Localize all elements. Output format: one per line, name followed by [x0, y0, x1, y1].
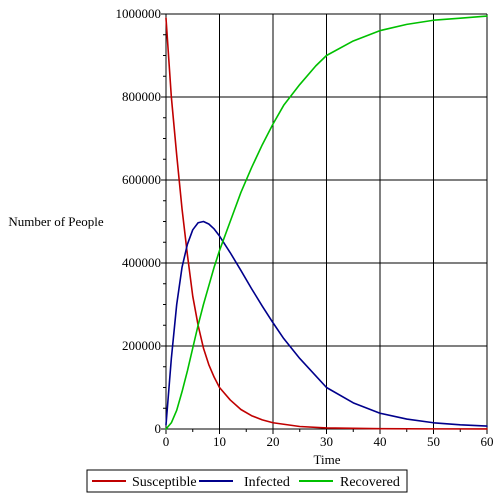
x-tick-label: 0: [163, 434, 170, 449]
y-axis-label: Number of People: [8, 214, 104, 229]
legend-box: [86, 469, 408, 493]
y-tick-label: 400000: [122, 255, 161, 270]
x-tick-label: 50: [427, 434, 440, 449]
y-tick-labels: 0 200000 400000 600000 800000 1000000: [116, 6, 162, 436]
series-line-susceptible: [165, 17, 488, 430]
x-tick-labels: 0 10 20 30 40 50 60: [163, 434, 494, 449]
x-tick-label: 40: [374, 434, 387, 449]
series-line-infected: [165, 220, 488, 427]
y-tick-label: 800000: [122, 89, 161, 104]
series-line-recovered: [165, 15, 488, 430]
x-tick-label: 30: [320, 434, 333, 449]
y-tick-label: 200000: [122, 338, 161, 353]
legend-label-infected: Infected: [244, 475, 290, 490]
series-lines: [165, 15, 488, 430]
x-tick-label: 10: [213, 434, 226, 449]
legend-label-recovered: Recovered: [340, 475, 400, 490]
grid-lines: [166, 13, 488, 429]
x-axis-label: Time: [314, 452, 341, 467]
x-tick-label: 60: [481, 434, 494, 449]
legend-label-susceptible: Susceptible: [132, 475, 197, 490]
y-tick-label: 600000: [122, 172, 161, 187]
legend: Susceptible Infected Recovered: [86, 469, 408, 493]
tick-marks: [161, 13, 488, 434]
y-tick-label: 0: [155, 421, 162, 436]
x-tick-label: 20: [267, 434, 280, 449]
y-tick-label: 1000000: [116, 6, 162, 21]
